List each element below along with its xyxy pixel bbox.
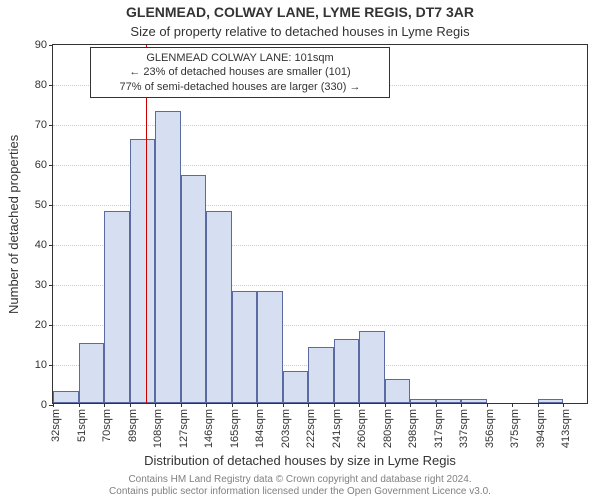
chart-title-line1: GLENMEAD, COLWAY LANE, LYME REGIS, DT7 3… xyxy=(0,4,600,20)
xtick-mark xyxy=(436,403,437,407)
xtick-mark xyxy=(257,403,258,407)
footer-attribution: Contains HM Land Registry data © Crown c… xyxy=(0,474,600,498)
ytick-label: 80 xyxy=(35,79,53,91)
xtick-label: 394sqm xyxy=(535,409,547,448)
histogram-bar xyxy=(130,139,156,403)
xtick-mark xyxy=(104,403,105,407)
xtick-mark xyxy=(563,403,564,407)
xtick-label: 222sqm xyxy=(305,409,317,448)
xtick-label: 280sqm xyxy=(382,409,394,448)
xtick-mark xyxy=(79,403,80,407)
xtick-label: 298sqm xyxy=(407,409,419,448)
xtick-mark xyxy=(538,403,539,407)
histogram-bar xyxy=(53,391,79,403)
ytick-label: 70 xyxy=(35,119,53,131)
histogram-bar xyxy=(436,399,462,403)
xtick-mark xyxy=(53,403,54,407)
histogram-bar xyxy=(79,343,105,403)
xtick-mark xyxy=(155,403,156,407)
xtick-mark xyxy=(410,403,411,407)
xtick-mark xyxy=(232,403,233,407)
x-axis-label: Distribution of detached houses by size … xyxy=(0,453,600,468)
histogram-bar xyxy=(334,339,360,403)
ytick-label: 40 xyxy=(35,239,53,251)
xtick-label: 317sqm xyxy=(433,409,445,448)
histogram-bar xyxy=(410,399,436,403)
histogram-bar xyxy=(104,211,130,403)
histogram-bar xyxy=(359,331,385,403)
xtick-mark xyxy=(487,403,488,407)
footer-line1: Contains HM Land Registry data © Crown c… xyxy=(0,474,600,486)
ytick-label: 60 xyxy=(35,159,53,171)
xtick-label: 32sqm xyxy=(50,409,62,442)
annotation-box: GLENMEAD COLWAY LANE: 101sqm← 23% of det… xyxy=(90,47,390,98)
gridline-h xyxy=(53,125,587,126)
xtick-mark xyxy=(461,403,462,407)
annotation-line: ← 23% of detached houses are smaller (10… xyxy=(97,65,383,79)
xtick-label: 127sqm xyxy=(178,409,190,448)
xtick-mark xyxy=(385,403,386,407)
xtick-label: 375sqm xyxy=(509,409,521,448)
plot-area: 010203040506070809032sqm51sqm70sqm89sqm1… xyxy=(52,44,588,404)
property-marker-line xyxy=(146,45,147,403)
histogram-bar xyxy=(257,291,283,403)
xtick-mark xyxy=(206,403,207,407)
histogram-bar xyxy=(385,379,411,403)
xtick-label: 108sqm xyxy=(152,409,164,448)
footer-line2: Contains public sector information licen… xyxy=(0,486,600,498)
xtick-label: 165sqm xyxy=(229,409,241,448)
xtick-label: 51sqm xyxy=(76,409,88,442)
ytick-label: 10 xyxy=(35,359,53,371)
xtick-mark xyxy=(359,403,360,407)
xtick-label: 413sqm xyxy=(560,409,572,448)
xtick-mark xyxy=(308,403,309,407)
histogram-bar xyxy=(538,399,564,403)
histogram-bar xyxy=(232,291,258,403)
ytick-label: 90 xyxy=(35,39,53,51)
y-axis-label: Number of detached properties xyxy=(6,134,21,313)
xtick-mark xyxy=(334,403,335,407)
histogram-bar xyxy=(155,111,181,403)
ytick-label: 20 xyxy=(35,319,53,331)
xtick-label: 241sqm xyxy=(331,409,343,448)
annotation-line: GLENMEAD COLWAY LANE: 101sqm xyxy=(97,51,383,65)
annotation-line: 77% of semi-detached houses are larger (… xyxy=(97,80,383,94)
xtick-label: 203sqm xyxy=(280,409,292,448)
histogram-bar xyxy=(308,347,334,403)
xtick-label: 146sqm xyxy=(203,409,215,448)
histogram-bar xyxy=(206,211,232,403)
xtick-mark xyxy=(512,403,513,407)
xtick-label: 70sqm xyxy=(101,409,113,442)
xtick-label: 356sqm xyxy=(484,409,496,448)
ytick-label: 50 xyxy=(35,199,53,211)
histogram-bar xyxy=(283,371,309,403)
xtick-label: 184sqm xyxy=(254,409,266,448)
xtick-mark xyxy=(130,403,131,407)
xtick-label: 337sqm xyxy=(458,409,470,448)
histogram-bar xyxy=(461,399,487,403)
histogram-bar xyxy=(181,175,207,403)
chart-title-line2: Size of property relative to detached ho… xyxy=(0,24,600,39)
xtick-mark xyxy=(283,403,284,407)
xtick-mark xyxy=(181,403,182,407)
ytick-label: 30 xyxy=(35,279,53,291)
xtick-label: 260sqm xyxy=(356,409,368,448)
xtick-label: 89sqm xyxy=(127,409,139,442)
